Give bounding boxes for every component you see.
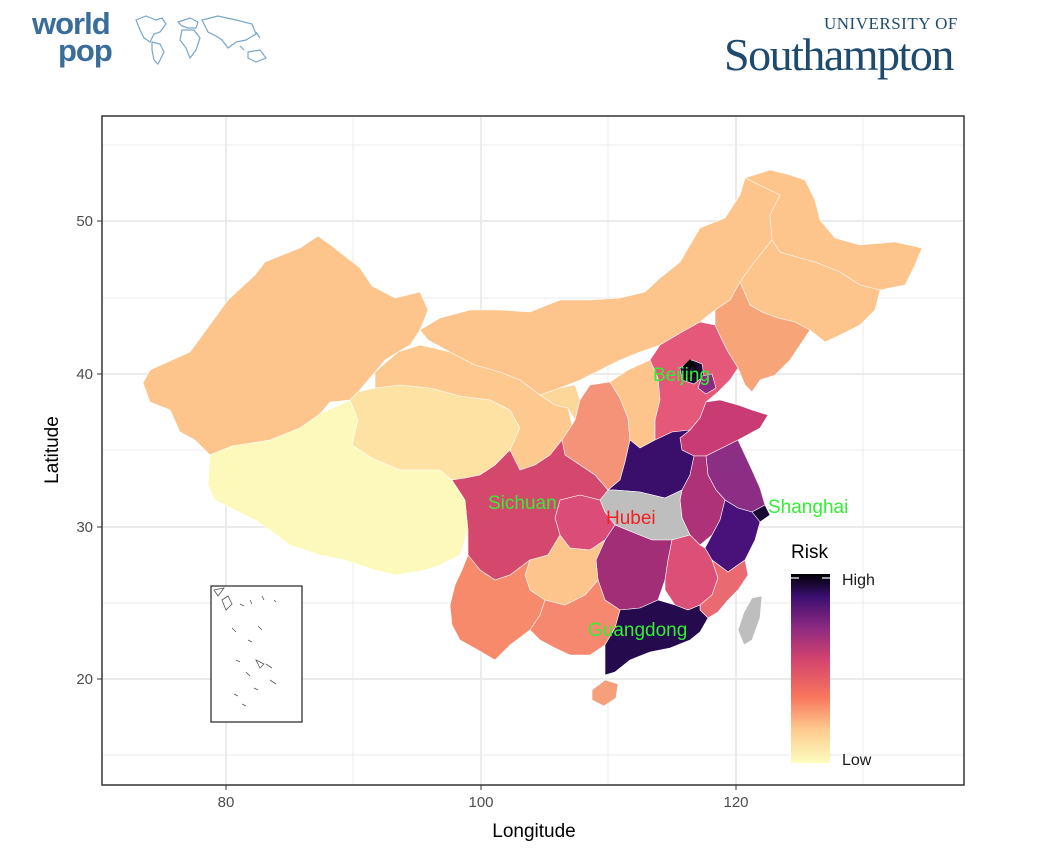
province-guangdong	[604, 599, 709, 676]
inset-islands	[213, 587, 277, 707]
y-axis-title: Latitude	[42, 416, 63, 484]
province-tibet	[207, 399, 469, 576]
legend-low-label: Low	[842, 752, 872, 769]
legend-high-label: High	[842, 572, 875, 589]
y-tick-label: 40	[76, 366, 93, 383]
y-tick-label: 50	[76, 213, 93, 230]
risk-legend: Risk High Low	[791, 542, 875, 769]
guangdong-label: Guangdong	[588, 620, 687, 641]
y-axis: 20 30 40 50 Latitude	[42, 213, 102, 688]
university-of-text: UNIVERSITY OF	[824, 14, 958, 33]
southampton-wordmark: Southampton	[724, 29, 954, 80]
hubei-label: Hubei	[606, 508, 656, 529]
province-taiwan	[737, 595, 763, 646]
worldpop-wordmark: world pop	[32, 6, 113, 68]
worldpop-line2: pop	[58, 33, 113, 68]
y-tick-label: 20	[76, 671, 93, 688]
university-of-southampton-logo: UNIVERSITY OF Southampton	[722, 14, 982, 80]
shanghai-label: Shanghai	[768, 497, 848, 518]
y-tick-label: 30	[76, 519, 93, 536]
beijing-label: Beijing	[653, 365, 710, 386]
beijing-marker-icon	[682, 359, 698, 377]
sichuan-label: Sichuan	[488, 493, 557, 514]
legend-colorbar	[791, 574, 830, 763]
provinces	[142, 169, 923, 707]
south-china-sea-inset	[210, 585, 303, 723]
x-tick-label: 120	[723, 794, 748, 811]
province-hainan	[591, 679, 619, 707]
x-tick-label: 80	[218, 794, 235, 811]
x-axis: 80 100 120 Longitude	[218, 785, 749, 842]
province-fujian	[699, 559, 749, 619]
worldpop-logo: world pop	[28, 8, 288, 70]
province-tianjin	[697, 373, 717, 395]
x-axis-title: Longitude	[492, 821, 575, 842]
legend-title: Risk	[791, 542, 828, 563]
world-continents-icon	[135, 15, 267, 66]
worldpop-line1: world	[32, 6, 111, 41]
x-tick-label: 100	[468, 794, 493, 811]
